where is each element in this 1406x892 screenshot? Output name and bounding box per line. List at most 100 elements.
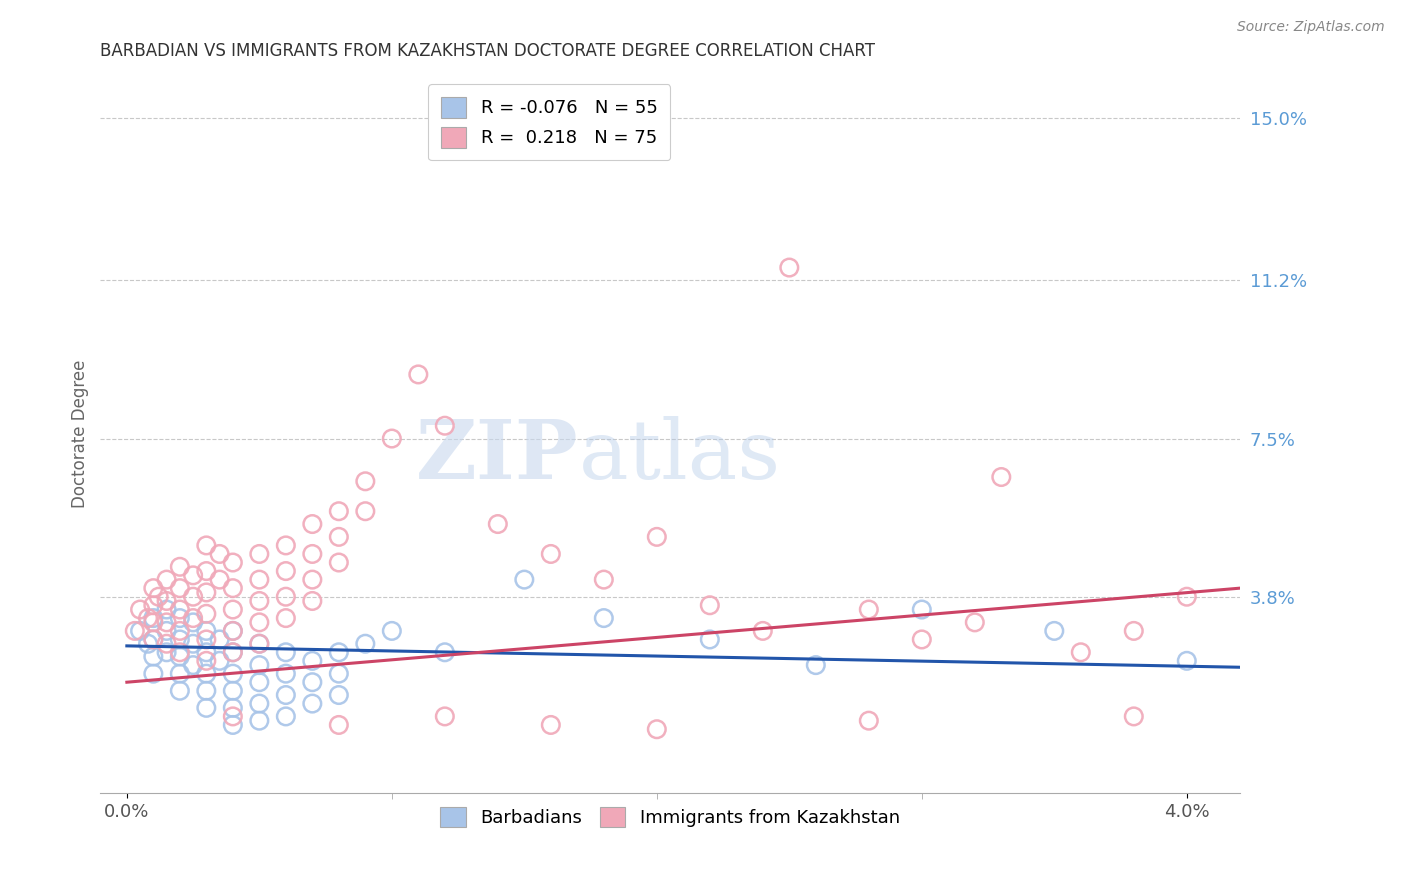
Point bbox=[328, 718, 350, 732]
Point bbox=[301, 654, 323, 668]
Point bbox=[129, 602, 152, 616]
Point bbox=[381, 624, 404, 638]
Point bbox=[136, 637, 159, 651]
Point bbox=[247, 594, 270, 608]
Point bbox=[247, 675, 270, 690]
Point bbox=[181, 590, 204, 604]
Point bbox=[222, 683, 245, 698]
Point bbox=[169, 632, 191, 647]
Point bbox=[354, 637, 377, 651]
Point bbox=[222, 556, 245, 570]
Point bbox=[301, 675, 323, 690]
Point bbox=[208, 632, 231, 647]
Point bbox=[222, 709, 245, 723]
Point bbox=[222, 718, 245, 732]
Point bbox=[155, 602, 177, 616]
Point bbox=[222, 624, 245, 638]
Point bbox=[169, 602, 191, 616]
Point bbox=[328, 530, 350, 544]
Point bbox=[911, 632, 934, 647]
Point bbox=[645, 723, 668, 737]
Point bbox=[155, 594, 177, 608]
Point bbox=[1122, 624, 1144, 638]
Point bbox=[195, 666, 218, 681]
Point bbox=[301, 516, 323, 531]
Point bbox=[169, 581, 191, 595]
Point bbox=[195, 701, 218, 715]
Point bbox=[990, 470, 1012, 484]
Text: ZIP: ZIP bbox=[416, 416, 579, 496]
Point bbox=[408, 368, 430, 382]
Point bbox=[222, 581, 245, 595]
Point bbox=[433, 645, 456, 659]
Point bbox=[1122, 709, 1144, 723]
Point bbox=[274, 538, 297, 552]
Point bbox=[195, 538, 218, 552]
Point bbox=[247, 658, 270, 673]
Point bbox=[328, 645, 350, 659]
Point bbox=[208, 573, 231, 587]
Point bbox=[699, 599, 721, 613]
Point bbox=[247, 697, 270, 711]
Point bbox=[169, 645, 191, 659]
Point bbox=[274, 645, 297, 659]
Point bbox=[963, 615, 986, 630]
Point bbox=[142, 611, 165, 625]
Point bbox=[222, 602, 245, 616]
Point bbox=[247, 615, 270, 630]
Point bbox=[274, 564, 297, 578]
Point bbox=[195, 654, 218, 668]
Point bbox=[195, 607, 218, 621]
Point bbox=[486, 516, 509, 531]
Point bbox=[247, 637, 270, 651]
Point bbox=[911, 602, 934, 616]
Point bbox=[148, 590, 170, 604]
Point bbox=[699, 632, 721, 647]
Point bbox=[301, 547, 323, 561]
Legend: Barbadians, Immigrants from Kazakhstan: Barbadians, Immigrants from Kazakhstan bbox=[433, 799, 907, 835]
Point bbox=[195, 645, 218, 659]
Point bbox=[195, 564, 218, 578]
Point bbox=[222, 645, 245, 659]
Point bbox=[752, 624, 775, 638]
Point bbox=[169, 666, 191, 681]
Point bbox=[645, 530, 668, 544]
Point bbox=[181, 615, 204, 630]
Point bbox=[804, 658, 827, 673]
Point bbox=[222, 645, 245, 659]
Point bbox=[540, 718, 562, 732]
Point bbox=[433, 418, 456, 433]
Point bbox=[169, 559, 191, 574]
Point bbox=[328, 556, 350, 570]
Point bbox=[1175, 654, 1198, 668]
Point bbox=[142, 632, 165, 647]
Point bbox=[155, 645, 177, 659]
Y-axis label: Doctorate Degree: Doctorate Degree bbox=[72, 360, 89, 508]
Point bbox=[247, 637, 270, 651]
Point bbox=[1070, 645, 1092, 659]
Point bbox=[222, 624, 245, 638]
Point bbox=[354, 475, 377, 489]
Point bbox=[169, 611, 191, 625]
Point bbox=[1175, 590, 1198, 604]
Point bbox=[208, 654, 231, 668]
Point bbox=[169, 624, 191, 638]
Point bbox=[208, 547, 231, 561]
Text: Source: ZipAtlas.com: Source: ZipAtlas.com bbox=[1237, 20, 1385, 34]
Point bbox=[592, 611, 614, 625]
Point bbox=[155, 615, 177, 630]
Point bbox=[513, 573, 536, 587]
Point bbox=[274, 666, 297, 681]
Point bbox=[142, 649, 165, 664]
Text: atlas: atlas bbox=[579, 416, 782, 496]
Point bbox=[354, 504, 377, 518]
Point bbox=[858, 602, 880, 616]
Point bbox=[181, 658, 204, 673]
Point bbox=[181, 637, 204, 651]
Point bbox=[136, 611, 159, 625]
Point bbox=[778, 260, 800, 275]
Point bbox=[247, 573, 270, 587]
Point bbox=[301, 594, 323, 608]
Point bbox=[274, 709, 297, 723]
Point bbox=[169, 649, 191, 664]
